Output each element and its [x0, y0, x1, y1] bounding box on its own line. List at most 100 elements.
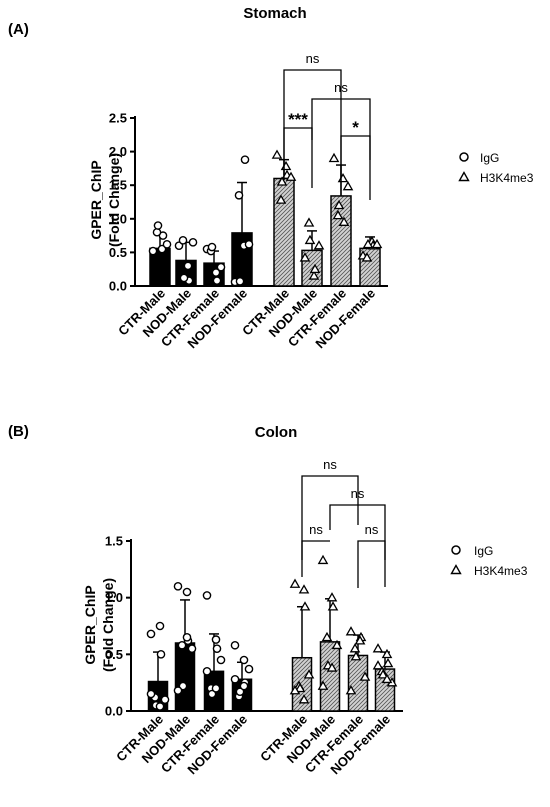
- data-point-igg: [202, 667, 212, 676]
- legend-h3k4me3-marker: [450, 564, 462, 575]
- data-point-h3k4me3: [354, 635, 366, 645]
- data-point-igg: [173, 686, 183, 695]
- data-point-h3k4me3: [338, 216, 350, 226]
- data-point-igg: [240, 155, 250, 164]
- chart-title-a: Stomach: [243, 5, 306, 22]
- data-point-igg: [212, 644, 222, 653]
- data-point-igg: [244, 240, 254, 249]
- significance-bracket: [283, 69, 342, 195]
- data-point-h3k4me3: [298, 694, 310, 704]
- data-point-h3k4me3: [362, 238, 374, 249]
- bar-h3k4me3: [347, 654, 369, 712]
- data-point-h3k4me3: [382, 657, 394, 668]
- data-point-igg: [211, 684, 221, 693]
- legend-igg-marker: [451, 545, 461, 555]
- data-point-igg: [211, 268, 221, 277]
- data-point-h3k4me3: [303, 669, 315, 679]
- bar-h3k4me3: [330, 195, 352, 287]
- data-point-h3k4me3: [276, 176, 288, 186]
- data-point-igg: [216, 262, 226, 272]
- data-point-h3k4me3: [326, 662, 338, 672]
- data-point-h3k4me3: [326, 592, 338, 602]
- data-point-igg: [155, 702, 165, 711]
- data-point-igg: [207, 242, 217, 252]
- data-point-h3k4me3: [321, 631, 333, 642]
- legend-igg-label-a: IgG: [480, 151, 499, 165]
- data-point-h3k4me3: [371, 238, 383, 249]
- y-tick-label: 0.0: [109, 279, 127, 294]
- plot-area-colon: 0.00.51.01.5CTR-MaleNOD-MaleCTR-FemaleNO…: [105, 457, 462, 777]
- data-point-h3k4me3: [328, 152, 340, 163]
- data-point-h3k4me3: [298, 584, 310, 594]
- data-point-h3k4me3: [289, 578, 301, 588]
- data-point-h3k4me3: [333, 199, 345, 210]
- data-point-h3k4me3: [271, 149, 283, 159]
- data-point-h3k4me3: [337, 172, 349, 183]
- y-tick-label: 1.5: [109, 178, 127, 193]
- data-point-igg: [188, 238, 198, 247]
- data-point-h3k4me3: [308, 270, 320, 280]
- y-tick-label: 1.5: [105, 534, 123, 549]
- data-point-igg: [235, 687, 245, 697]
- data-point-igg: [153, 221, 163, 230]
- data-point-igg: [216, 655, 226, 665]
- y-tick-label: 2.0: [109, 144, 127, 159]
- significance-label: ***: [288, 110, 308, 129]
- legend-h3k4me3-marker: [458, 171, 470, 182]
- significance-label: ns: [365, 522, 379, 537]
- data-point-igg: [212, 276, 222, 285]
- data-point-igg: [155, 621, 165, 631]
- data-point-igg: [230, 674, 240, 684]
- data-point-igg: [160, 695, 170, 704]
- data-point-h3k4me3: [313, 240, 325, 250]
- data-point-igg: [146, 629, 156, 639]
- data-point-h3k4me3: [342, 181, 354, 191]
- data-point-igg: [234, 190, 244, 200]
- significance-bracket: [301, 540, 330, 577]
- data-point-h3k4me3: [377, 669, 389, 679]
- data-point-h3k4me3: [327, 601, 339, 611]
- y-axis-label-b-line2: (Fold Change): [100, 578, 116, 672]
- significance-bracket: [357, 540, 386, 588]
- panel-label-b: (B): [8, 423, 29, 440]
- y-tick-label: 0.5: [109, 245, 127, 260]
- data-point-h3k4me3: [289, 685, 301, 695]
- data-point-igg: [179, 273, 189, 283]
- legend-igg-marker: [459, 152, 469, 162]
- data-point-igg: [178, 236, 188, 245]
- data-point-h3k4me3: [345, 685, 357, 695]
- data-point-igg: [207, 689, 217, 699]
- data-point-h3k4me3: [285, 171, 297, 181]
- data-point-igg: [162, 240, 172, 249]
- bar-igg: [174, 642, 196, 712]
- data-point-h3k4me3: [299, 601, 311, 611]
- data-point-h3k4me3: [332, 209, 344, 220]
- data-point-igg: [157, 244, 167, 254]
- y-tick-label: 1.0: [105, 590, 123, 605]
- data-point-igg: [202, 591, 212, 600]
- significance-label: ns: [323, 457, 337, 472]
- significance-bracket: [340, 135, 371, 200]
- data-point-igg: [152, 227, 162, 237]
- y-axis-label-a-line2: (Fold Change): [106, 153, 122, 247]
- data-point-igg: [148, 246, 158, 256]
- data-point-h3k4me3: [359, 671, 371, 681]
- data-point-igg: [187, 644, 197, 653]
- y-tick-label: 0.5: [105, 647, 123, 662]
- data-point-h3k4me3: [381, 673, 393, 684]
- data-point-h3k4me3: [299, 252, 311, 262]
- data-point-igg: [156, 650, 166, 659]
- data-point-h3k4me3: [345, 626, 357, 636]
- plot-area-stomach: 0.00.51.01.52.02.5CTR-MaleNOD-MaleCTR-Fe…: [109, 51, 470, 351]
- data-point-h3k4me3: [372, 643, 384, 653]
- data-point-igg: [235, 276, 245, 286]
- data-point-igg: [177, 640, 187, 650]
- data-point-igg: [230, 640, 240, 650]
- data-point-h3k4me3: [317, 680, 329, 690]
- significance-bracket: [301, 475, 359, 560]
- data-point-h3k4me3: [275, 194, 287, 204]
- legend-igg-label-b: IgG: [474, 544, 493, 558]
- y-tick-label: 2.5: [109, 111, 127, 126]
- chart-title-b: Colon: [255, 424, 298, 441]
- data-point-h3k4me3: [381, 648, 393, 659]
